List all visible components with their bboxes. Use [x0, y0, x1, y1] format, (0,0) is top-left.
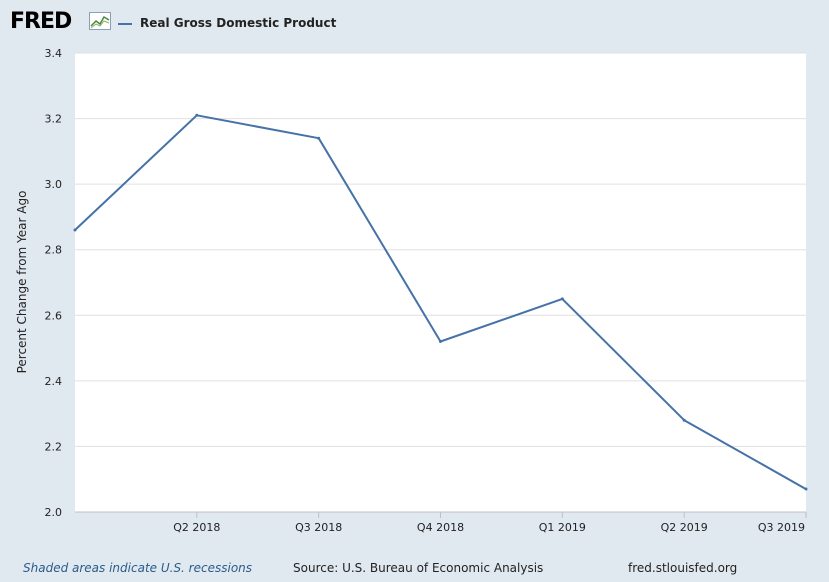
series-lines [73, 113, 808, 491]
y-axis-ticks: 2.0 2.2 2.4 2.6 2.8 3.0 3.2 3.4 [45, 47, 63, 519]
y-tick-label: 2.8 [45, 244, 63, 257]
data-point[interactable] [804, 487, 808, 491]
x-axis-ticks: Q2 2018 Q3 2018 Q4 2018 Q1 2019 Q2 2019 Q3 20… [75, 511, 807, 534]
x-tick-label: Q2 2019 [661, 521, 708, 534]
legend-swatch [118, 23, 132, 25]
x-tick-label: Q3 2019 [758, 521, 805, 534]
plot-area [75, 53, 806, 512]
y-tick-label: 3.0 [45, 178, 63, 191]
x-tick-label: Q2 2018 [173, 521, 220, 534]
legend-label: Real Gross Domestic Product [140, 16, 337, 30]
x-tick-label: Q1 2019 [539, 521, 586, 534]
y-tick-label: 3.2 [45, 113, 63, 126]
data-point[interactable] [560, 297, 564, 301]
line-chart[interactable]: 2.02.22.42.62.83.03.23.4 Q2 2018 Q3 2018 Q… [0, 0, 829, 560]
fred-logo[interactable]: FRED [10, 9, 72, 34]
recessions-note: Shaded areas indicate U.S. recessions [23, 561, 253, 575]
data-point[interactable] [439, 340, 442, 344]
site-link[interactable]: fred.stlouisfed.org [628, 561, 738, 575]
y-tick-label: 2.6 [45, 309, 63, 322]
data-point[interactable] [682, 418, 686, 422]
line-chart-icon [89, 12, 111, 30]
y-tick-label: 3.4 [45, 47, 63, 60]
x-tick-label: Q3 2018 [295, 521, 342, 534]
data-point[interactable] [73, 228, 77, 232]
y-tick-label: 2.2 [45, 440, 63, 453]
x-tick-label: Q4 2018 [417, 521, 464, 534]
y-axis-label: Percent Change from Year Ago [15, 191, 29, 374]
data-point[interactable] [195, 113, 199, 117]
y-tick-label: 2.0 [45, 506, 63, 519]
source-text: Source: U.S. Bureau of Economic Analysis [293, 561, 544, 575]
data-point[interactable] [317, 136, 321, 140]
y-tick-label: 2.4 [45, 375, 63, 388]
